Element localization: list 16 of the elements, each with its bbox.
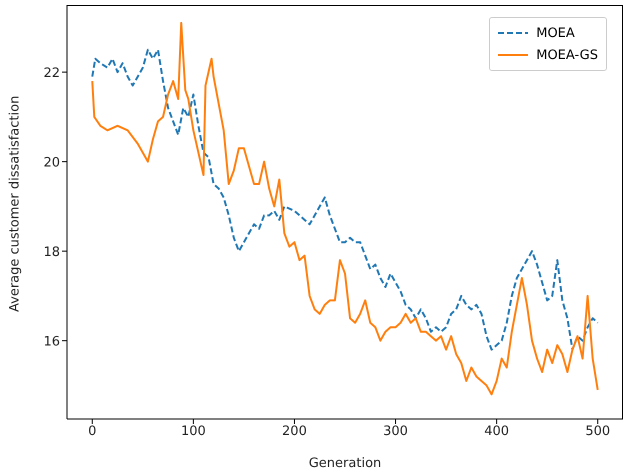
- y-tick-label: 16: [43, 334, 60, 350]
- x-tick-label: 400: [484, 424, 510, 440]
- x-axis-title: Generation: [308, 456, 382, 471]
- x-tick-label: 500: [585, 424, 610, 440]
- legend-label: MOEA-GS: [536, 48, 598, 62]
- x-tick-label: 300: [383, 424, 408, 440]
- line-series: [91, 48, 599, 351]
- y-tick-label: 20: [43, 155, 60, 170]
- x-tick-label: 200: [282, 424, 307, 440]
- y-axis-title: Average customer dissatisfaction: [8, 96, 23, 312]
- x-tick-label: 100: [180, 424, 206, 440]
- y-tick-label: 22: [43, 66, 60, 81]
- x-tick-label: 0: [88, 424, 96, 440]
- y-tick-label: 18: [43, 244, 60, 260]
- line-series: [91, 22, 599, 396]
- legend-label: MOEA: [536, 26, 575, 40]
